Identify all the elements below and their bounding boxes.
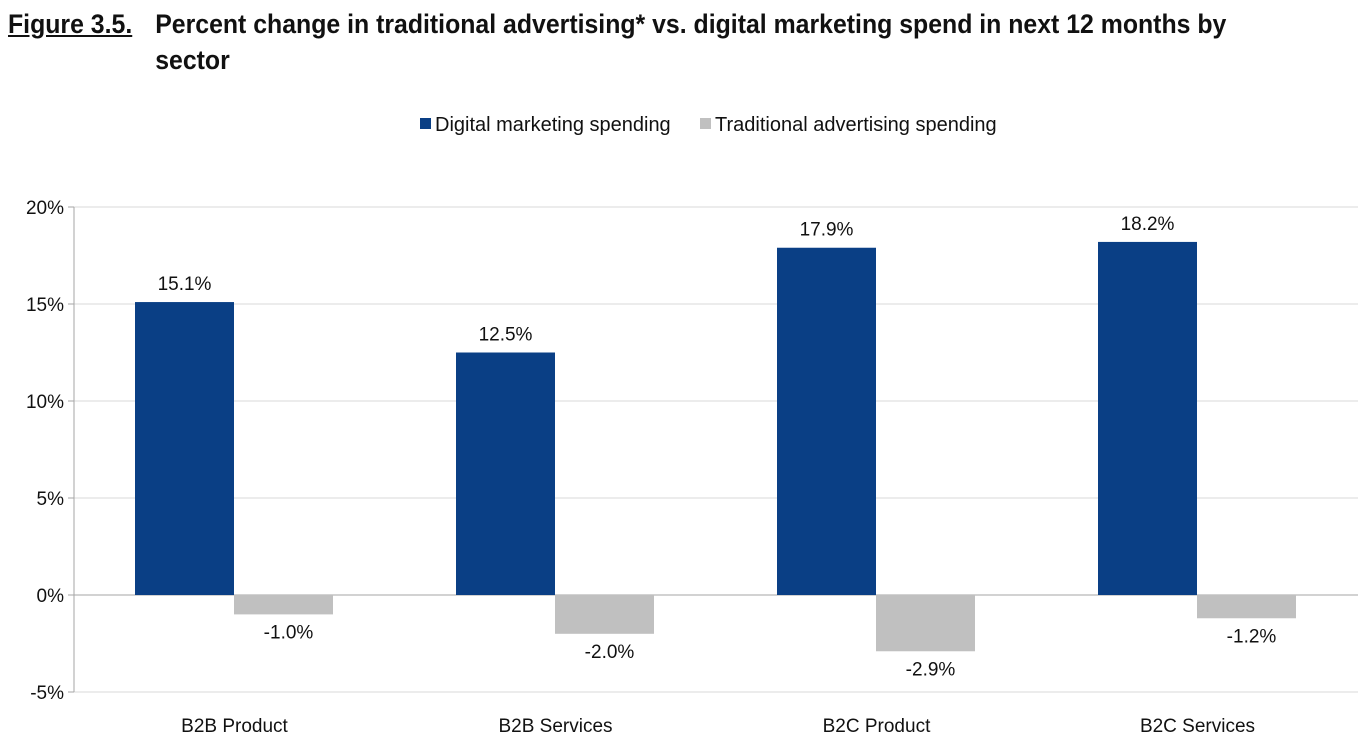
- y-tick-label: 15%: [26, 295, 64, 316]
- bar-traditional: [1197, 595, 1296, 619]
- legend-swatch: [420, 118, 431, 129]
- figure-label: Figure 3.5.: [8, 9, 133, 39]
- legend-label: Digital marketing spending: [435, 114, 671, 136]
- y-tick-label: 5%: [37, 489, 65, 510]
- bar-digital: [135, 302, 234, 595]
- y-tick-label: 0%: [37, 586, 65, 607]
- data-label: 15.1%: [158, 274, 212, 295]
- data-label: -1.2%: [1227, 626, 1277, 647]
- x-tick-label: B2B Services: [498, 716, 612, 737]
- data-label: -2.9%: [906, 659, 956, 680]
- legend: Digital marketing spending Traditional ad…: [420, 114, 997, 136]
- legend-label: Traditional advertising spending: [715, 114, 997, 136]
- data-label: 12.5%: [479, 325, 533, 346]
- bars: [135, 241, 1296, 652]
- data-label: -1.0%: [264, 622, 314, 643]
- figure-heading: Figure 3.5. Percent change in traditiona…: [8, 6, 1241, 75]
- data-label: 17.9%: [800, 220, 854, 241]
- x-tick-label: B2C Product: [823, 716, 931, 737]
- bar-digital: [1098, 241, 1197, 596]
- y-tick-label: 10%: [26, 392, 64, 413]
- bar-traditional: [234, 595, 333, 615]
- x-tick-label: B2B Product: [181, 716, 288, 737]
- bar-traditional: [555, 595, 654, 634]
- bar-traditional: [876, 595, 975, 652]
- legend-swatch: [700, 118, 711, 129]
- x-tick-label: B2C Services: [1140, 716, 1255, 737]
- data-labels: 15.1% -1.0% 12.5% -2.0% 17.9% -2.9% 18.2% -1.2%: [158, 214, 1277, 680]
- y-tick-label: -5%: [30, 683, 64, 704]
- figure-title: Percent change in traditional advertisin…: [155, 9, 1227, 75]
- data-label: -2.0%: [585, 642, 635, 663]
- data-label: 18.2%: [1121, 214, 1175, 235]
- bar-digital: [456, 352, 555, 595]
- x-axis-labels: B2B Product B2B Services B2C Product B2C Se…: [181, 716, 1255, 737]
- bar-digital: [777, 247, 876, 596]
- y-axis: 20% 15% 10% 5% 0% -5%: [26, 198, 75, 704]
- y-tick-label: 20%: [26, 198, 64, 219]
